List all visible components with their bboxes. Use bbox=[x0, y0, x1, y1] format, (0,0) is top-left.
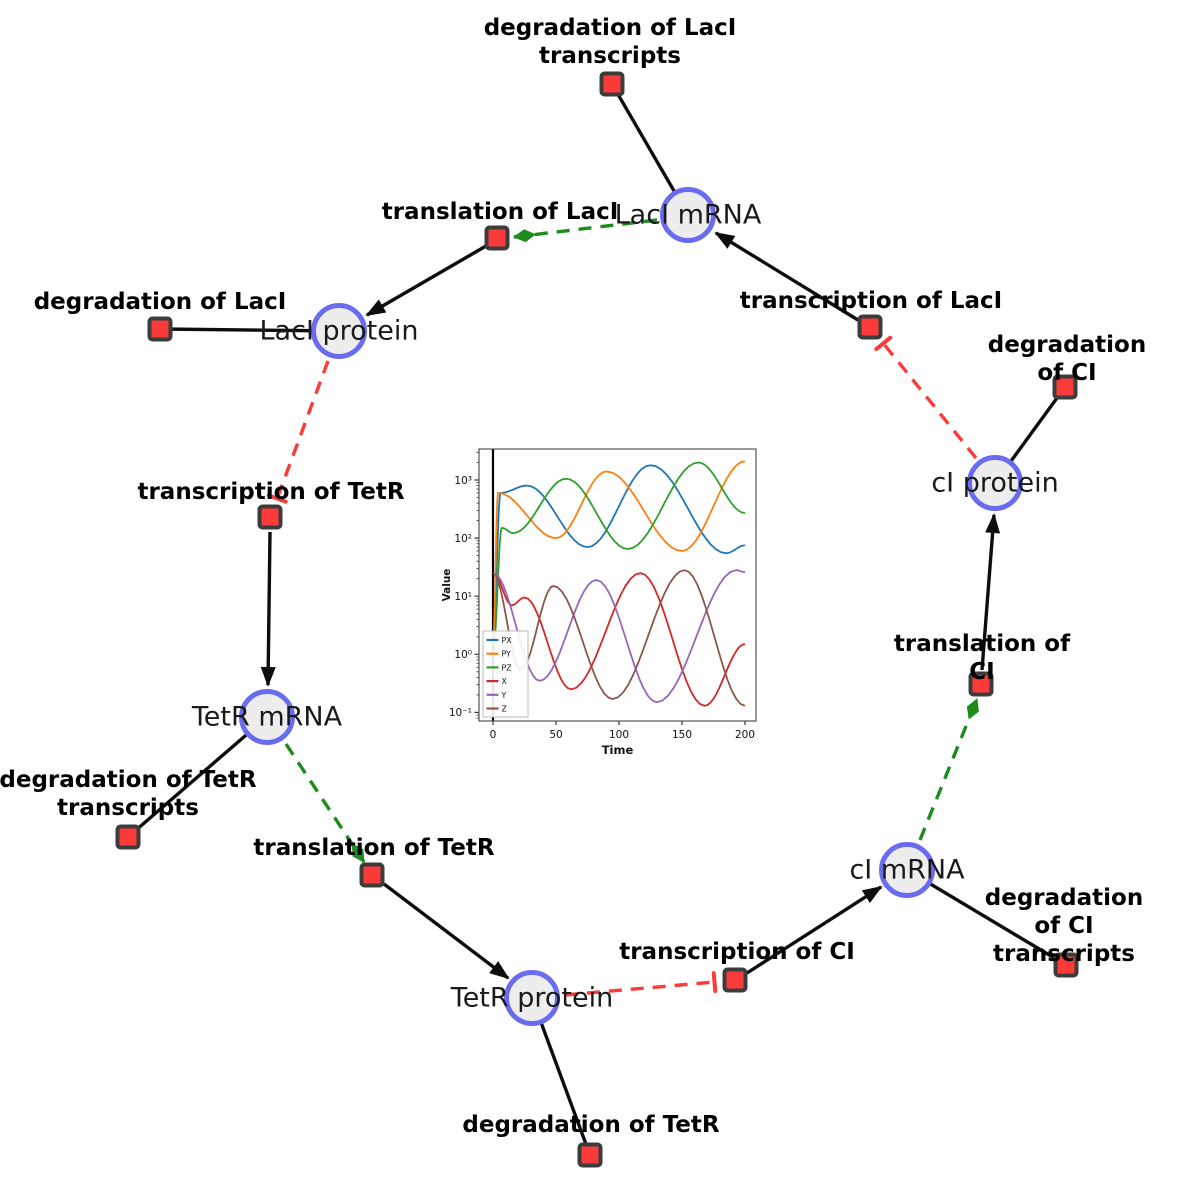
reaction-label: degradation of CI transcripts bbox=[984, 885, 1144, 967]
y-tick-label: 10³ bbox=[454, 475, 472, 487]
x-tick-label: 150 bbox=[672, 729, 692, 741]
reaction-label: transcription of CI bbox=[619, 939, 855, 965]
edge-laci-protein-inhibits-transcription-tetr bbox=[266, 360, 330, 504]
edge-translation-laci-to-protein bbox=[365, 244, 487, 317]
reaction-node-translation-laci bbox=[484, 225, 510, 251]
reaction-node-degradation-ci bbox=[1052, 374, 1078, 400]
species-label: cI mRNA bbox=[849, 854, 965, 886]
reaction-label: transcription of LacI bbox=[739, 288, 1003, 314]
edge-tetr-mrna-deg-transcripts bbox=[126, 715, 269, 839]
legend-label: PX bbox=[502, 636, 513, 645]
y-axis-label: Value bbox=[441, 569, 453, 602]
species-label: TetR protein bbox=[450, 982, 614, 1014]
edge-transcription-tetr-to-mrna bbox=[260, 531, 276, 687]
x-tick-label: 50 bbox=[549, 729, 562, 741]
reaction-node-degradation-laci-transcripts bbox=[599, 71, 625, 97]
series-X bbox=[492, 572, 746, 707]
edge-translation-ci-to-protein bbox=[980, 513, 1001, 671]
legend-label: PY bbox=[502, 650, 512, 659]
reaction-node-translation-tetr bbox=[359, 862, 385, 888]
species-node-ci-mrna bbox=[879, 842, 935, 898]
reaction-label: translation of TetR bbox=[253, 835, 495, 861]
reaction-node-degradation-ci-transcripts bbox=[1053, 952, 1079, 978]
legend-box bbox=[482, 630, 529, 718]
species-label: LacI mRNA bbox=[614, 199, 762, 231]
species-label: TetR mRNA bbox=[191, 701, 343, 733]
x-tick-label: 200 bbox=[735, 729, 755, 741]
edge-laci-mrna-to-translation bbox=[513, 218, 658, 243]
species-label: cI protein bbox=[931, 467, 1059, 499]
species-node-tetr-mrna bbox=[239, 689, 295, 745]
inset-simulation-plot: 0 50 100 150 200 10⁻¹ 10⁰ 10¹ 10² 10³ PX PY PZ X Y Z Tim… bbox=[440, 430, 785, 775]
reaction-label: degradation of TetR bbox=[462, 1112, 720, 1138]
reaction-label: transcription of TetR bbox=[137, 479, 405, 505]
inset-plot-svg: 0 50 100 150 200 10⁻¹ 10⁰ 10¹ 10² 10³ PX PY PZ XYZ Tim… bbox=[440, 430, 785, 775]
y-tick-label: 10² bbox=[454, 533, 472, 545]
x-axis-label: Time bbox=[602, 743, 634, 757]
species-node-ci-protein bbox=[967, 455, 1023, 511]
legend-label: PZ bbox=[502, 663, 512, 672]
edge-ci-protein-inhibits-transcription-laci bbox=[874, 335, 978, 460]
x-tick-label: 0 bbox=[490, 729, 497, 741]
y-tick-label: 10⁻¹ bbox=[449, 707, 472, 719]
edge-transcription-ci-to-mrna bbox=[746, 885, 883, 975]
edge-ci-mrna-deg-transcripts bbox=[906, 868, 1067, 967]
species-node-laci-protein bbox=[311, 303, 367, 359]
reaction-label: degradation of TetR transcripts bbox=[0, 767, 257, 821]
reaction-label: translation of CI bbox=[893, 631, 1071, 685]
reaction-node-transcription-tetr bbox=[257, 504, 283, 530]
series-PZ bbox=[492, 461, 746, 655]
reaction-node-transcription-laci bbox=[857, 314, 883, 340]
edge-ci-mrna-to-translation bbox=[918, 698, 979, 841]
legend-label: X bbox=[502, 677, 508, 686]
edge-tetr-mrna-to-translation bbox=[284, 743, 366, 863]
reaction-node-degradation-tetr bbox=[577, 1142, 603, 1168]
edge-tetr-protein-inhibits-transcription-ci bbox=[564, 971, 718, 997]
edge-laci-protein-deg bbox=[159, 327, 340, 333]
series-PY bbox=[492, 460, 746, 645]
species-node-tetr-protein bbox=[504, 970, 560, 1026]
legend-label: Z bbox=[502, 705, 507, 714]
reaction-node-degradation-laci bbox=[147, 316, 173, 342]
reaction-label: translation of LacI bbox=[381, 199, 619, 225]
species-node-laci-mrna bbox=[660, 187, 716, 243]
reaction-node-translation-ci bbox=[968, 671, 994, 697]
x-tick-label: 100 bbox=[609, 729, 629, 741]
y-tick-label: 10⁰ bbox=[454, 649, 472, 661]
reaction-label: degradation of LacI transcripts bbox=[483, 15, 737, 69]
reaction-label: degradation of CI bbox=[987, 332, 1147, 386]
reaction-node-transcription-ci bbox=[722, 967, 748, 993]
reaction-label: degradation of LacI bbox=[33, 289, 287, 315]
edge-transcription-laci-to-mrna bbox=[714, 231, 859, 322]
series-Y bbox=[492, 569, 746, 704]
species-label: LacI protein bbox=[259, 315, 419, 347]
y-tick-label: 10¹ bbox=[454, 591, 472, 603]
edge-translation-tetr-to-protein bbox=[382, 882, 510, 980]
reaction-node-degradation-tetr-transcripts bbox=[115, 824, 141, 850]
legend-label: Y bbox=[501, 691, 507, 700]
